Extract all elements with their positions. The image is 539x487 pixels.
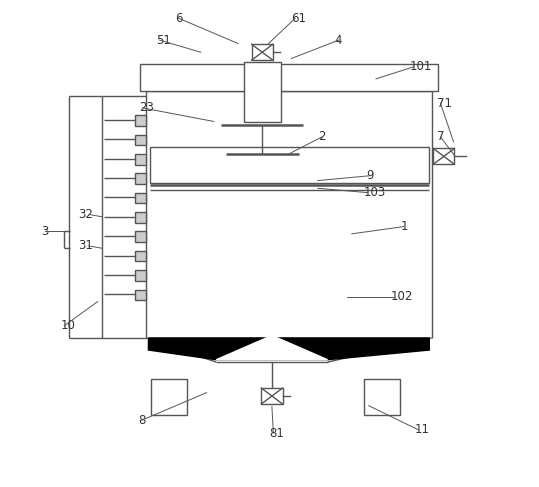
Bar — [151, 379, 187, 415]
Bar — [135, 115, 146, 126]
Text: 6: 6 — [175, 12, 183, 25]
Text: 31: 31 — [78, 240, 93, 252]
Text: 8: 8 — [138, 414, 145, 427]
Text: 1: 1 — [400, 220, 407, 233]
Text: 103: 103 — [364, 186, 386, 199]
Text: 102: 102 — [391, 290, 413, 303]
Text: 10: 10 — [60, 319, 75, 332]
Text: 23: 23 — [139, 101, 154, 114]
Text: 81: 81 — [270, 427, 285, 440]
Text: 2: 2 — [318, 131, 326, 144]
Text: 71: 71 — [437, 96, 452, 110]
Text: 3: 3 — [41, 225, 49, 238]
Bar — [135, 173, 146, 184]
Bar — [140, 64, 438, 91]
Text: 61: 61 — [291, 12, 306, 25]
Bar — [433, 149, 454, 164]
Bar — [135, 251, 146, 262]
Bar — [364, 379, 400, 415]
Text: 51: 51 — [156, 34, 170, 47]
Bar — [135, 193, 146, 203]
Bar — [150, 147, 429, 183]
Text: 32: 32 — [78, 208, 93, 221]
Bar — [135, 212, 146, 223]
Bar — [244, 62, 281, 122]
Text: 11: 11 — [415, 423, 430, 436]
Polygon shape — [148, 338, 429, 360]
Bar — [135, 231, 146, 242]
Text: 4: 4 — [335, 34, 342, 47]
Bar — [252, 44, 273, 60]
Bar — [261, 388, 282, 404]
Polygon shape — [216, 336, 328, 360]
Bar — [135, 270, 146, 281]
Bar — [135, 134, 146, 145]
Text: 7: 7 — [437, 131, 444, 144]
Bar — [135, 154, 146, 165]
Bar — [135, 289, 146, 300]
Text: 101: 101 — [410, 60, 432, 73]
Text: 9: 9 — [367, 169, 374, 182]
